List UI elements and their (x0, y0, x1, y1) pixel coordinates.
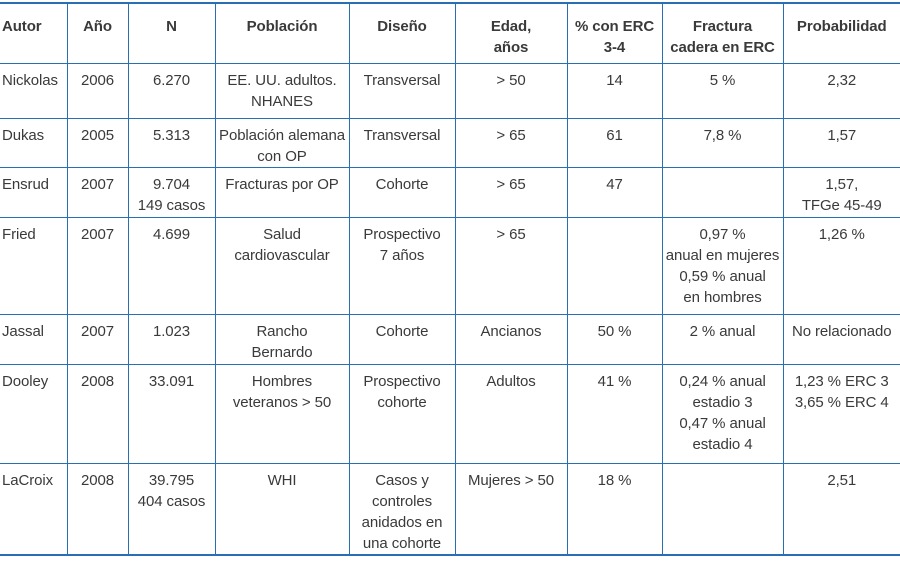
cell-autor: LaCroix (0, 462, 68, 556)
cell-erc: 41 % (566, 363, 663, 464)
column-header-probabilidad: Probabilidad (782, 2, 900, 64)
cell-edad: > 65 (454, 166, 568, 218)
cell-autor: Dooley (0, 363, 68, 464)
cell-poblacion: Población alemana con OP (214, 117, 350, 168)
header-row: Autor Año N Población Diseño Edad, años … (0, 2, 900, 64)
column-header-n: N (127, 2, 216, 64)
cell-poblacion: Hombres veteranos > 50 (214, 363, 350, 464)
cell-probabilidad: 1,57, TFGe 45-49 (782, 166, 900, 218)
cell-diseno: Prospectivo cohorte (348, 363, 456, 464)
cell-fractura (661, 166, 784, 218)
cell-n: 9.704 149 casos (127, 166, 216, 218)
cell-autor: Jassal (0, 313, 68, 365)
cell-edad: Adultos (454, 363, 568, 464)
column-header-poblacion: Población (214, 2, 350, 64)
cell-edad: > 65 (454, 117, 568, 168)
cell-poblacion: EE. UU. adultos. NHANES (214, 62, 350, 119)
cell-diseno: Cohorte (348, 166, 456, 218)
cell-autor: Dukas (0, 117, 68, 168)
cell-poblacion: WHI (214, 462, 350, 556)
table-row-ensrud: Ensrud 2007 9.704 149 casos Fracturas po… (0, 166, 900, 218)
cell-n: 5.313 (127, 117, 216, 168)
cell-fractura (661, 462, 784, 556)
table-row-nickolas: Nickolas 2006 6.270 EE. UU. adultos. NHA… (0, 62, 900, 119)
cell-n: 39.795 404 casos (127, 462, 216, 556)
cell-probabilidad: 2,51 (782, 462, 900, 556)
cell-n: 4.699 (127, 216, 216, 315)
cell-erc: 18 % (566, 462, 663, 556)
column-header-autor: Autor (0, 2, 68, 64)
cell-erc: 14 (566, 62, 663, 119)
cell-probabilidad: 1,57 (782, 117, 900, 168)
column-header-erc: % con ERC 3-4 (566, 2, 663, 64)
column-header-edad: Edad, años (454, 2, 568, 64)
table-row-lacroix: LaCroix 2008 39.795 404 casos WHI Casos … (0, 462, 900, 556)
cell-edad: > 50 (454, 62, 568, 119)
table-row-jassal: Jassal 2007 1.023 Rancho Bernardo Cohort… (0, 313, 900, 365)
table-row-dukas: Dukas 2005 5.313 Población alemana con O… (0, 117, 900, 168)
cell-edad: Ancianos (454, 313, 568, 365)
cell-erc: 61 (566, 117, 663, 168)
cell-diseno: Prospectivo 7 años (348, 216, 456, 315)
cell-ano: 2006 (66, 62, 129, 119)
cell-probabilidad: 1,23 % ERC 3 3,65 % ERC 4 (782, 363, 900, 464)
cell-fractura: 7,8 % (661, 117, 784, 168)
cell-ano: 2008 (66, 363, 129, 464)
table-row-fried: Fried 2007 4.699 Salud cardiovascular Pr… (0, 216, 900, 315)
cell-diseno: Casos y controles anidados en una cohort… (348, 462, 456, 556)
cell-probabilidad: 2,32 (782, 62, 900, 119)
cell-fractura: 0,24 % anual estadio 3 0,47 % anual esta… (661, 363, 784, 464)
cell-ano: 2007 (66, 313, 129, 365)
cell-probabilidad: No relacionado (782, 313, 900, 365)
cell-diseno: Transversal (348, 117, 456, 168)
table-row-dooley: Dooley 2008 33.091 Hombres veteranos > 5… (0, 363, 900, 464)
cell-fractura: 5 % (661, 62, 784, 119)
cell-n: 33.091 (127, 363, 216, 464)
cell-poblacion: Fracturas por OP (214, 166, 350, 218)
cell-erc: 50 % (566, 313, 663, 365)
cell-edad: > 65 (454, 216, 568, 315)
cell-edad: Mujeres > 50 (454, 462, 568, 556)
cell-poblacion: Salud cardiovascular (214, 216, 350, 315)
column-header-diseno: Diseño (348, 2, 456, 64)
cell-diseno: Transversal (348, 62, 456, 119)
cell-autor: Ensrud (0, 166, 68, 218)
cell-fractura: 0,97 % anual en mujeres 0,59 % anual en … (661, 216, 784, 315)
cell-ano: 2007 (66, 216, 129, 315)
cell-ano: 2005 (66, 117, 129, 168)
cell-erc (566, 216, 663, 315)
cell-diseno: Cohorte (348, 313, 456, 365)
cell-fractura: 2 % anual (661, 313, 784, 365)
cell-autor: Fried (0, 216, 68, 315)
column-header-ano: Año (66, 2, 129, 64)
column-header-fractura: Fractura cadera en ERC (661, 2, 784, 64)
cell-ano: 2008 (66, 462, 129, 556)
cell-n: 1.023 (127, 313, 216, 365)
cell-autor: Nickolas (0, 62, 68, 119)
cell-poblacion: Rancho Bernardo (214, 313, 350, 365)
cell-erc: 47 (566, 166, 663, 218)
cell-ano: 2007 (66, 166, 129, 218)
cell-probabilidad: 1,26 % (782, 216, 900, 315)
cell-n: 6.270 (127, 62, 216, 119)
